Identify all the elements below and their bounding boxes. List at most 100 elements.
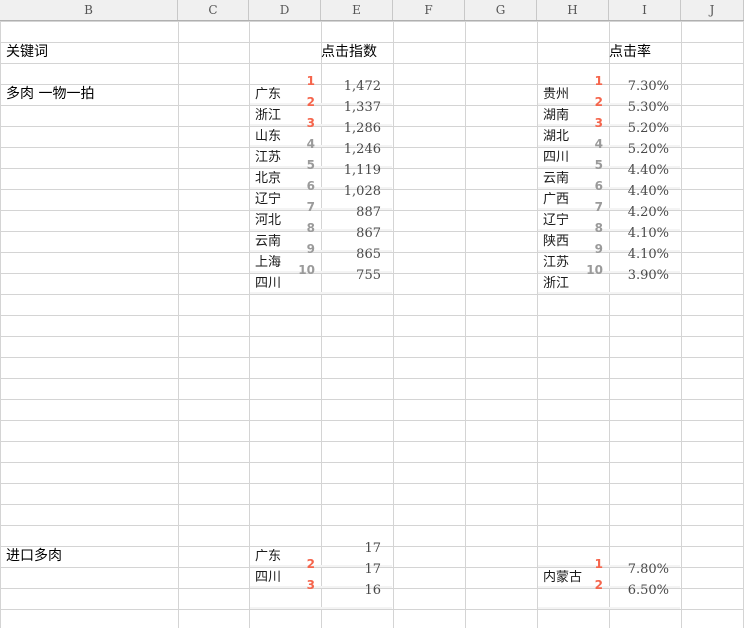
rank-number: 2 [594, 95, 603, 109]
rank-number: 5 [594, 158, 603, 172]
metric-value: 4.40% [627, 184, 669, 199]
province-label: 四川 [255, 570, 282, 585]
grid-hline [0, 567, 744, 568]
rank-number: 3 [306, 578, 315, 592]
rank-number: 2 [594, 578, 603, 592]
grid-hline [0, 147, 744, 148]
column-header-h[interactable]: H [537, 0, 609, 20]
grid-hline [0, 21, 744, 22]
province-label: 上海 [255, 255, 282, 270]
row-separator-band [250, 229, 392, 231]
metric-value: 5.30% [627, 100, 669, 115]
metric-value: 1,028 [343, 184, 381, 199]
row-separator-band [538, 103, 680, 105]
grid-vline [0, 21, 1, 628]
province-label: 贵州 [543, 87, 570, 102]
grid-hline [0, 609, 744, 610]
row-separator-band [538, 292, 680, 294]
metric-value: 4.40% [627, 163, 669, 178]
row-separator-band [250, 145, 392, 147]
province-label: 湖南 [543, 108, 570, 123]
province-label: 辽宁 [543, 213, 570, 228]
column-header-e[interactable]: E [321, 0, 393, 20]
row-separator-band [538, 208, 680, 210]
province-label: 云南 [255, 234, 282, 249]
grid-vline [465, 21, 466, 628]
row-separator-band [538, 187, 680, 189]
grid-hline [0, 252, 744, 253]
metric-value: 6.50% [627, 583, 669, 598]
rank-number: 3 [306, 116, 315, 130]
province-label: 陕西 [543, 234, 570, 249]
metric-value: 17 [364, 541, 381, 556]
metric-value: 5.20% [627, 142, 669, 157]
province-label: 北京 [255, 171, 282, 186]
metric-value: 5.20% [627, 121, 669, 136]
grid-hline [0, 420, 744, 421]
column-header-f[interactable]: F [393, 0, 465, 20]
province-label: 浙江 [255, 108, 282, 123]
grid-hline [0, 462, 744, 463]
column-header-i[interactable]: I [609, 0, 681, 20]
rank-number: 7 [306, 200, 315, 214]
metric-value: 755 [356, 268, 381, 283]
grid-vline [178, 21, 179, 628]
column-header-j[interactable]: J [681, 0, 744, 20]
metric-value: 1,472 [343, 79, 381, 94]
rank-number: 6 [594, 179, 603, 193]
metric-value: 1,119 [343, 163, 381, 178]
keyword-label-1[interactable]: 多肉 一物一拍 [6, 86, 95, 102]
row-separator-band [538, 607, 680, 609]
grid-hline [0, 441, 744, 442]
rank-number: 3 [594, 116, 603, 130]
row-separator-band [538, 166, 680, 168]
province-label: 广东 [255, 87, 282, 102]
rank-number: 8 [306, 221, 315, 235]
metric-value: 1,337 [343, 100, 381, 115]
grid-hline [0, 483, 744, 484]
column-header-c[interactable]: C [178, 0, 249, 20]
row-separator-band [250, 103, 392, 105]
grid-hline [0, 210, 744, 211]
grid-hline [0, 336, 744, 337]
province-label: 云南 [543, 171, 570, 186]
province-label: 广西 [543, 192, 570, 207]
rank-number: 5 [306, 158, 315, 172]
click-rate-header: 点击率 [609, 44, 651, 60]
province-label: 湖北 [543, 129, 570, 144]
province-label: 广东 [255, 549, 282, 564]
metric-value: 16 [364, 583, 381, 598]
keyword-column-header: 关键词 [6, 44, 48, 60]
column-header-b[interactable]: B [0, 0, 178, 20]
grid-hline [0, 273, 744, 274]
rank-number: 1 [594, 557, 603, 571]
province-label: 四川 [255, 276, 282, 291]
grid-vline [681, 21, 682, 628]
grid-hline [0, 231, 744, 232]
grid-hline [0, 42, 744, 43]
row-separator-band [250, 187, 392, 189]
rank-number: 9 [306, 242, 315, 256]
metric-value: 887 [356, 205, 381, 220]
metric-value: 3.90% [627, 268, 669, 283]
grid-hline [0, 84, 744, 85]
keyword-label-2[interactable]: 进口多肉 [6, 548, 62, 564]
metric-value: 7.30% [627, 79, 669, 94]
metric-value: 7.80% [627, 562, 669, 577]
column-header-g[interactable]: G [465, 0, 537, 20]
grid-hline [0, 315, 744, 316]
row-separator-band [250, 292, 392, 294]
province-label: 河北 [255, 213, 282, 228]
column-header-d[interactable]: D [249, 0, 321, 20]
rank-number: 9 [594, 242, 603, 256]
province-label: 江苏 [255, 150, 282, 165]
row-separator-band [250, 124, 392, 126]
metric-value: 4.10% [627, 226, 669, 241]
row-separator-band [538, 250, 680, 252]
rank-number: 6 [306, 179, 315, 193]
grid-vline [609, 21, 610, 628]
province-label: 山东 [255, 129, 282, 144]
row-separator-band [538, 271, 680, 273]
rank-number: 1 [594, 74, 603, 88]
